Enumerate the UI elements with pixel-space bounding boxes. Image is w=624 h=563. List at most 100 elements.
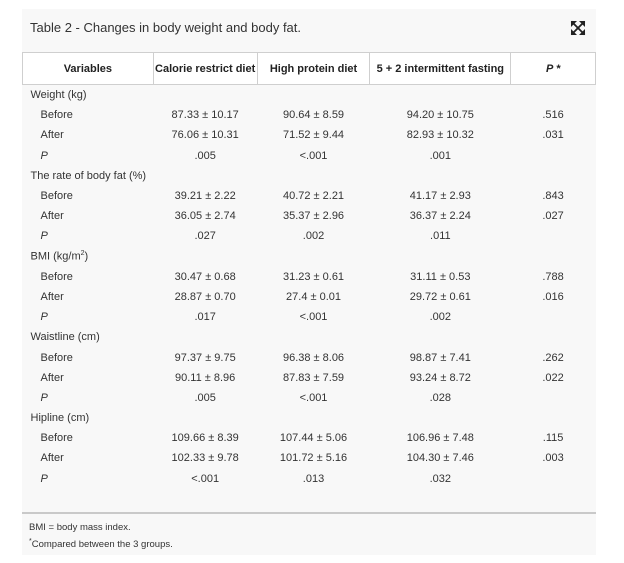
table-cell: 93.24 ± 8.72 [409,371,471,384]
column-header-calorie-restrict: Calorie restrict diet [152,52,258,85]
footnote-comparison-text: Compared between the 3 groups. [31,539,173,551]
table-cell: .005 [194,149,216,162]
group-label: Weight (kg) [23,85,596,106]
table-title: Table 2 - Changes in body weight and bod… [30,20,302,35]
column-header-high-protein: High protein diet [256,52,371,85]
table-cell: .013 [302,472,325,485]
group-header-row: Waistline (cm) [23,327,596,347]
table-cell: 31.11 ± 0.53 [410,270,471,283]
table-cell: 98.87 ± 7.41 [409,351,471,364]
table-cell: 29.72 ± 0.61 [409,290,471,303]
table-cell: 30.47 ± 0.68 [174,270,236,283]
table-cell: 96.38 ± 8.06 [282,351,345,364]
table-cell: 97.37 ± 9.75 [174,351,236,364]
footnote-comparison: *Compared between the 3 groups. [29,535,173,552]
group-label-text: The rate of body fat (%) [30,169,147,182]
table-cell: 36.37 ± 2.24 [409,210,471,223]
row-label: After [40,210,64,223]
table-cell: .788 [542,270,564,283]
table-cell: .027 [194,230,216,243]
group-label-text: BMI (kg/m [30,250,81,263]
group-label-text: Hipline (cm) [30,412,90,425]
column-header-intermittent-fasting: 5 + 2 intermittent fasting [369,52,512,85]
table-body: Weight (kg) Before 87.33 ± 10.17 90.64 ± 8.… [23,85,596,489]
table-cell: 27.4 ± 0.01 [286,290,341,303]
table-cell: 106.96 ± 7.48 [406,432,474,445]
footnotes: BMI = body mass index. *Compared between… [29,521,173,552]
group-header-row: Weight (kg) [23,85,596,106]
table-cell: .017 [194,311,216,324]
table-cell: 36.05 ± 2.74 [174,210,236,223]
table-row: Before 87.33 ± 10.17 90.64 ± 8.59 94.20 ± 1… [23,105,596,125]
column-header-p: P * [510,52,596,85]
table-cell: 109.66 ± 8.39 [171,432,239,445]
table-row: After 36.05 ± 2.74 35.37 ± 2.96 36.37 ± 2.2… [23,206,596,226]
table-cell: 40.72 ± 2.21 [282,190,345,203]
table-cell: .002 [429,311,452,324]
table-row: P .005 <.001 .001 [23,146,596,166]
table-cell: 82.93 ± 10.32 [406,129,474,142]
table-cell: .011 [430,230,451,243]
table-cell: <.001 [191,472,220,485]
expand-arrows-icon[interactable] [570,20,586,36]
table-cell: 35.37 ± 2.96 [282,210,345,223]
table-cell: .843 [542,190,564,203]
row-label: Before [40,270,73,283]
table-cell: <.001 [299,149,328,162]
group-label-tail: ) [84,250,89,263]
table-cell: .262 [542,351,564,364]
group-label: Waistline (cm) [23,327,596,347]
table-cell: <.001 [299,311,328,324]
table-cell: .005 [194,391,216,404]
table-cell [511,307,596,327]
row-label: Before [40,190,73,203]
group-label-text: Waistline (cm) [30,331,100,344]
table-cell [511,146,596,166]
table-row: After 102.33 ± 9.78 101.72 ± 5.16 104.30 ± … [23,448,596,468]
table-cell: 71.52 ± 9.44 [282,129,345,142]
table-card: Table 2 - Changes in body weight and bod… [22,9,596,555]
table-row: P <.001 .013 .032 [23,469,596,489]
table-cell [511,226,596,246]
row-label: P [40,230,48,243]
group-label: The rate of body fat (%) [23,166,596,186]
table-row: Before 97.37 ± 9.75 96.38 ± 8.06 98.87 ± 7.… [23,347,596,367]
row-label: After [40,371,64,384]
table-cell: .032 [429,472,452,485]
table-cell: .003 [542,452,564,465]
table-cell: 76.06 ± 10.31 [171,129,239,142]
group-header-row: The rate of body fat (%) [23,166,596,186]
table-row: P .017 <.001 .002 [23,307,596,327]
table-cell: 39.21 ± 2.22 [174,190,236,203]
table-cell: 90.11 ± 8.96 [175,371,236,384]
table-cell [511,469,596,489]
group-header-row: BMI (kg/m2) [23,247,596,267]
table-cell: .002 [302,230,325,243]
column-header-p-text: P * [545,62,561,75]
table-row: Before 30.47 ± 0.68 31.23 ± 0.61 31.11 ± 0.… [23,267,596,287]
table-row: Before 109.66 ± 8.39 107.44 ± 5.06 106.96 ±… [23,428,596,448]
footnote-abbreviation: BMI = body mass index. [29,522,131,533]
row-label: Before [40,351,73,364]
row-label: Before [40,109,73,122]
table-cell: 94.20 ± 10.75 [406,109,474,122]
data-table: Variables Calorie restrict diet High pro… [22,52,596,489]
table-row: Before 39.21 ± 2.22 40.72 ± 2.21 41.17 ± 2.… [23,186,596,206]
table-cell: .516 [542,109,564,122]
row-label: Before [40,432,73,445]
table-row: P .005 <.001 .028 [23,388,596,408]
group-header-row: Hipline (cm) [23,408,596,428]
row-label: P [40,391,48,404]
row-label: After [40,290,64,303]
table-cell: 87.83 ± 7.59 [282,371,345,384]
table-cell [511,388,596,408]
table-cell: 87.33 ± 10.17 [171,109,239,122]
table-cell: .022 [542,371,564,384]
table-row: After 76.06 ± 10.31 71.52 ± 9.44 82.93 ± 10… [23,125,596,145]
table-cell: .016 [542,290,564,303]
table-cell: 104.30 ± 7.46 [406,452,474,465]
group-label: BMI (kg/m2) [23,247,596,267]
footnote-divider [22,512,596,514]
table-cell: 28.87 ± 0.70 [174,290,236,303]
table-cell: .031 [542,129,564,142]
